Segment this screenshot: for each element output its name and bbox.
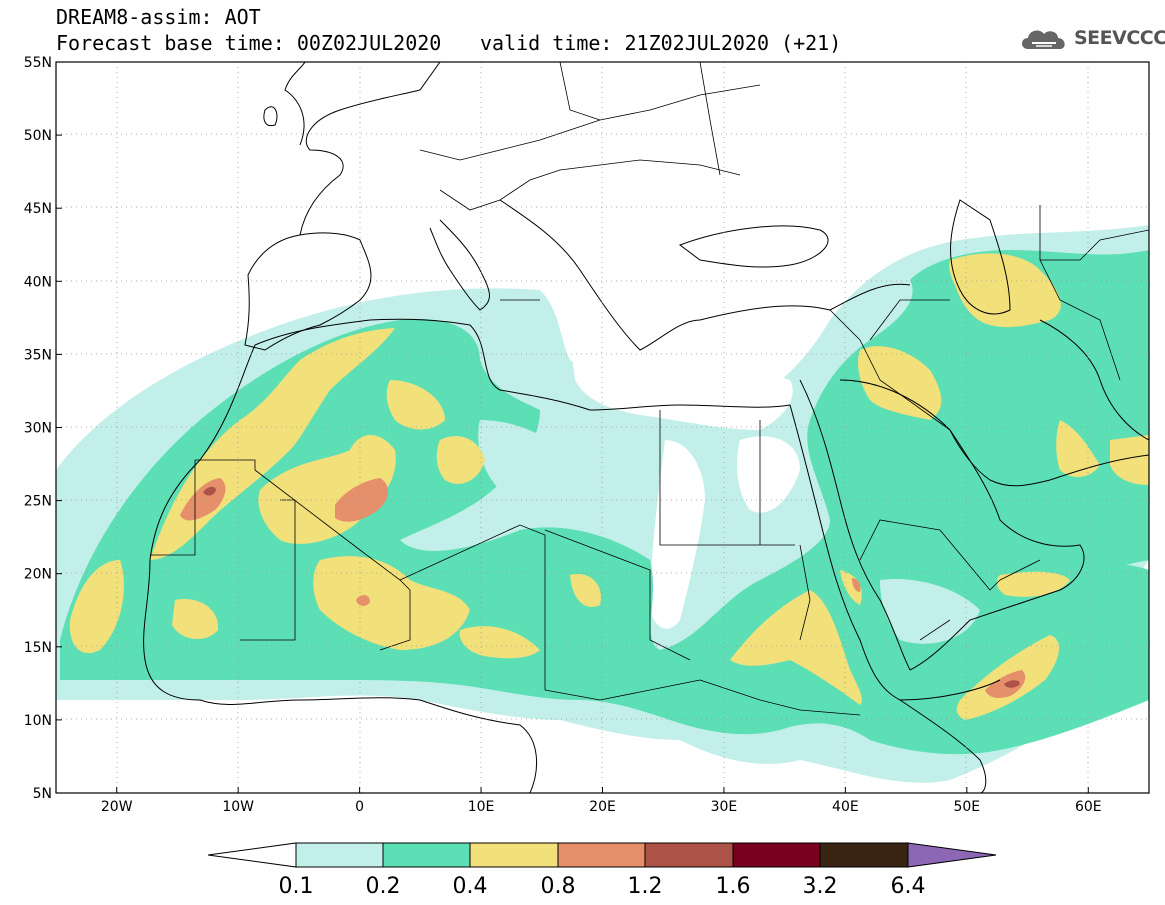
colorbar-label: 0.2	[366, 874, 401, 899]
lon-tick-label: 20E	[589, 799, 616, 815]
lon-tick-label: 20W	[101, 799, 133, 815]
colorbar-label: 3.2	[803, 874, 838, 899]
aot-gap	[56, 705, 428, 793]
lon-tick-label: 10W	[222, 799, 254, 815]
lat-tick-label: 10N	[24, 713, 52, 729]
lat-tick-label: 20N	[24, 567, 52, 583]
longitude-axis: 20W 10W 0 10E 20E 30E 40E 50E 60E	[101, 787, 1102, 815]
logo-text: SEEVCCC	[1074, 27, 1165, 49]
country-borders	[150, 62, 1149, 716]
valid-time: valid time: 21Z02JUL2020 (+21)	[480, 31, 842, 55]
lat-tick-label: 50N	[24, 128, 52, 144]
lat-tick-label: 5N	[33, 786, 52, 802]
lat-tick-label: 15N	[24, 640, 52, 656]
lon-tick-label: 0	[355, 799, 364, 815]
lat-tick-label: 55N	[24, 55, 52, 71]
lat-tick-label: 35N	[24, 347, 52, 363]
colorbar-label: 0.1	[279, 874, 314, 899]
colorbar-label: 6.4	[891, 874, 926, 899]
latitude-axis: 5N 10N 15N 20N 25N 30N 35N 40N 45N 50N 55N	[24, 55, 62, 802]
colorbar-swatch-0.1	[295, 842, 384, 868]
colorbar-swatch-0.4	[469, 842, 559, 868]
lat-tick-label: 30N	[24, 421, 52, 437]
aot-gap	[880, 579, 980, 644]
colorbar-label: 1.6	[716, 874, 751, 899]
aot-field	[56, 62, 1149, 793]
colorbar-label: 0.4	[453, 874, 488, 899]
aot-gap	[478, 420, 580, 496]
colorbar-swatch-1.2	[644, 842, 734, 868]
lat-tick-label: 45N	[24, 201, 52, 217]
seevccc-logo: SEEVCCC	[1018, 20, 1165, 56]
lat-tick-label: 25N	[24, 494, 52, 510]
aot-band-1.2	[203, 486, 1020, 688]
lon-tick-label: 10E	[468, 799, 495, 815]
lon-tick-label: 30E	[711, 799, 738, 815]
aot-gap	[980, 560, 1149, 793]
colorbar-swatch-0.2	[382, 842, 471, 868]
lat-tick-label: 40N	[24, 274, 52, 290]
colorbar-swatch-0.8	[557, 842, 646, 868]
grid-lines	[56, 62, 1149, 793]
map-title: DREAM8-assim: AOT	[56, 5, 261, 29]
colorbar-label: 1.2	[628, 874, 663, 899]
colorbar: 0.1 0.2 0.4 0.8 1.2 1.6 3.2 6.4	[207, 842, 997, 899]
lon-tick-label: 60E	[1075, 799, 1102, 815]
lon-tick-label: 40E	[832, 799, 859, 815]
colorbar-swatch-1.6	[732, 842, 821, 868]
aot-gap	[560, 470, 650, 527]
forecast-base-time: Forecast base time: 00Z02JUL2020	[56, 31, 442, 55]
colorbar-label: 0.8	[541, 874, 576, 899]
cloud-icon	[1022, 30, 1065, 49]
lon-tick-label: 50E	[953, 799, 980, 815]
colorbar-over-arrow	[907, 842, 997, 868]
colorbar-swatch-3.2	[819, 842, 909, 868]
colorbar-under-arrow	[207, 842, 297, 868]
aot-gap	[737, 436, 800, 513]
aot-gap	[650, 440, 705, 629]
